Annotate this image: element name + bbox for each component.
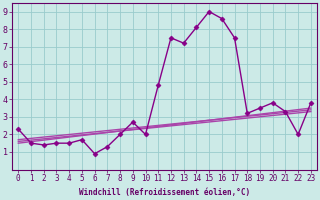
X-axis label: Windchill (Refroidissement éolien,°C): Windchill (Refroidissement éolien,°C): [79, 188, 250, 197]
